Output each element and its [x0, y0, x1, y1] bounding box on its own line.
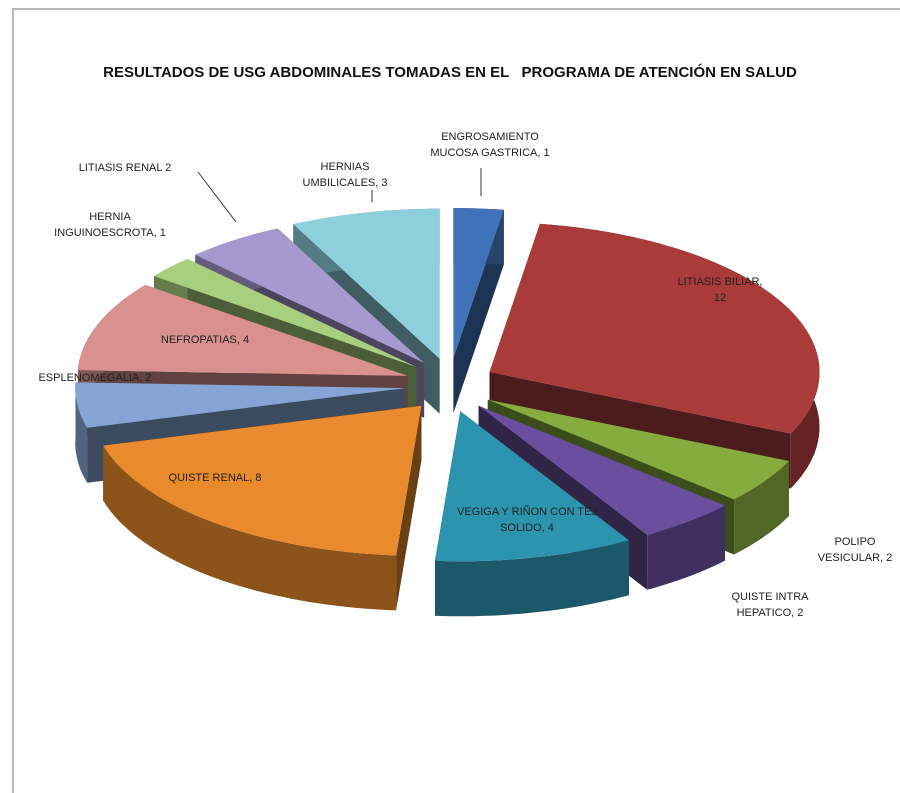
slice-top — [75, 382, 406, 428]
data-label: HERNIAS UMBILICALES, 3 — [302, 161, 388, 189]
slice-top — [489, 223, 820, 434]
slices — [75, 208, 820, 617]
slice-top — [487, 399, 789, 500]
data-label: QUISTE INTRA HEPATICO, 2 — [731, 591, 809, 619]
slice-top — [77, 284, 408, 376]
frame — [12, 8, 900, 793]
slice-wall — [103, 445, 397, 611]
chart-title: RESULTADOS DE USG ABDOMINALES TOMADAS EN… — [103, 64, 797, 81]
slice-top — [293, 208, 440, 359]
data-label: LITIASIS RENAL 2 — [78, 162, 172, 174]
data-label: VEGIGA Y RIÑON CON TEJ SOLIDO, 4 — [457, 506, 597, 534]
slice-top — [154, 259, 417, 367]
slice-wall — [75, 382, 88, 483]
data-label: QUISTE RENAL, 8 — [168, 472, 262, 484]
slice-top — [478, 405, 725, 535]
slice — [453, 208, 504, 414]
data-label: LITIASIS BILIAR, 12 — [677, 276, 763, 304]
slice — [103, 405, 422, 611]
data-label: POLIPO VESICULAR, 2 — [817, 536, 893, 564]
slice-top — [453, 208, 504, 359]
data-label: ENGROSAMIENTO MUCOSA GASTRICA, 1 — [430, 131, 550, 159]
slice-top — [435, 411, 629, 562]
data-label: NEFROPATIAS, 4 — [160, 334, 250, 346]
slice-wall — [435, 540, 629, 617]
slice-wall — [647, 505, 725, 590]
data-label: ESPLENOMEGALIA, 2 — [38, 372, 152, 384]
data-label: HERNIA INGUINOESCROTA, 1 — [54, 211, 166, 239]
slice-wall — [734, 461, 789, 555]
slice-top — [195, 228, 425, 363]
slice — [435, 411, 629, 617]
slice-top — [103, 405, 422, 556]
leader-line — [197, 171, 237, 223]
